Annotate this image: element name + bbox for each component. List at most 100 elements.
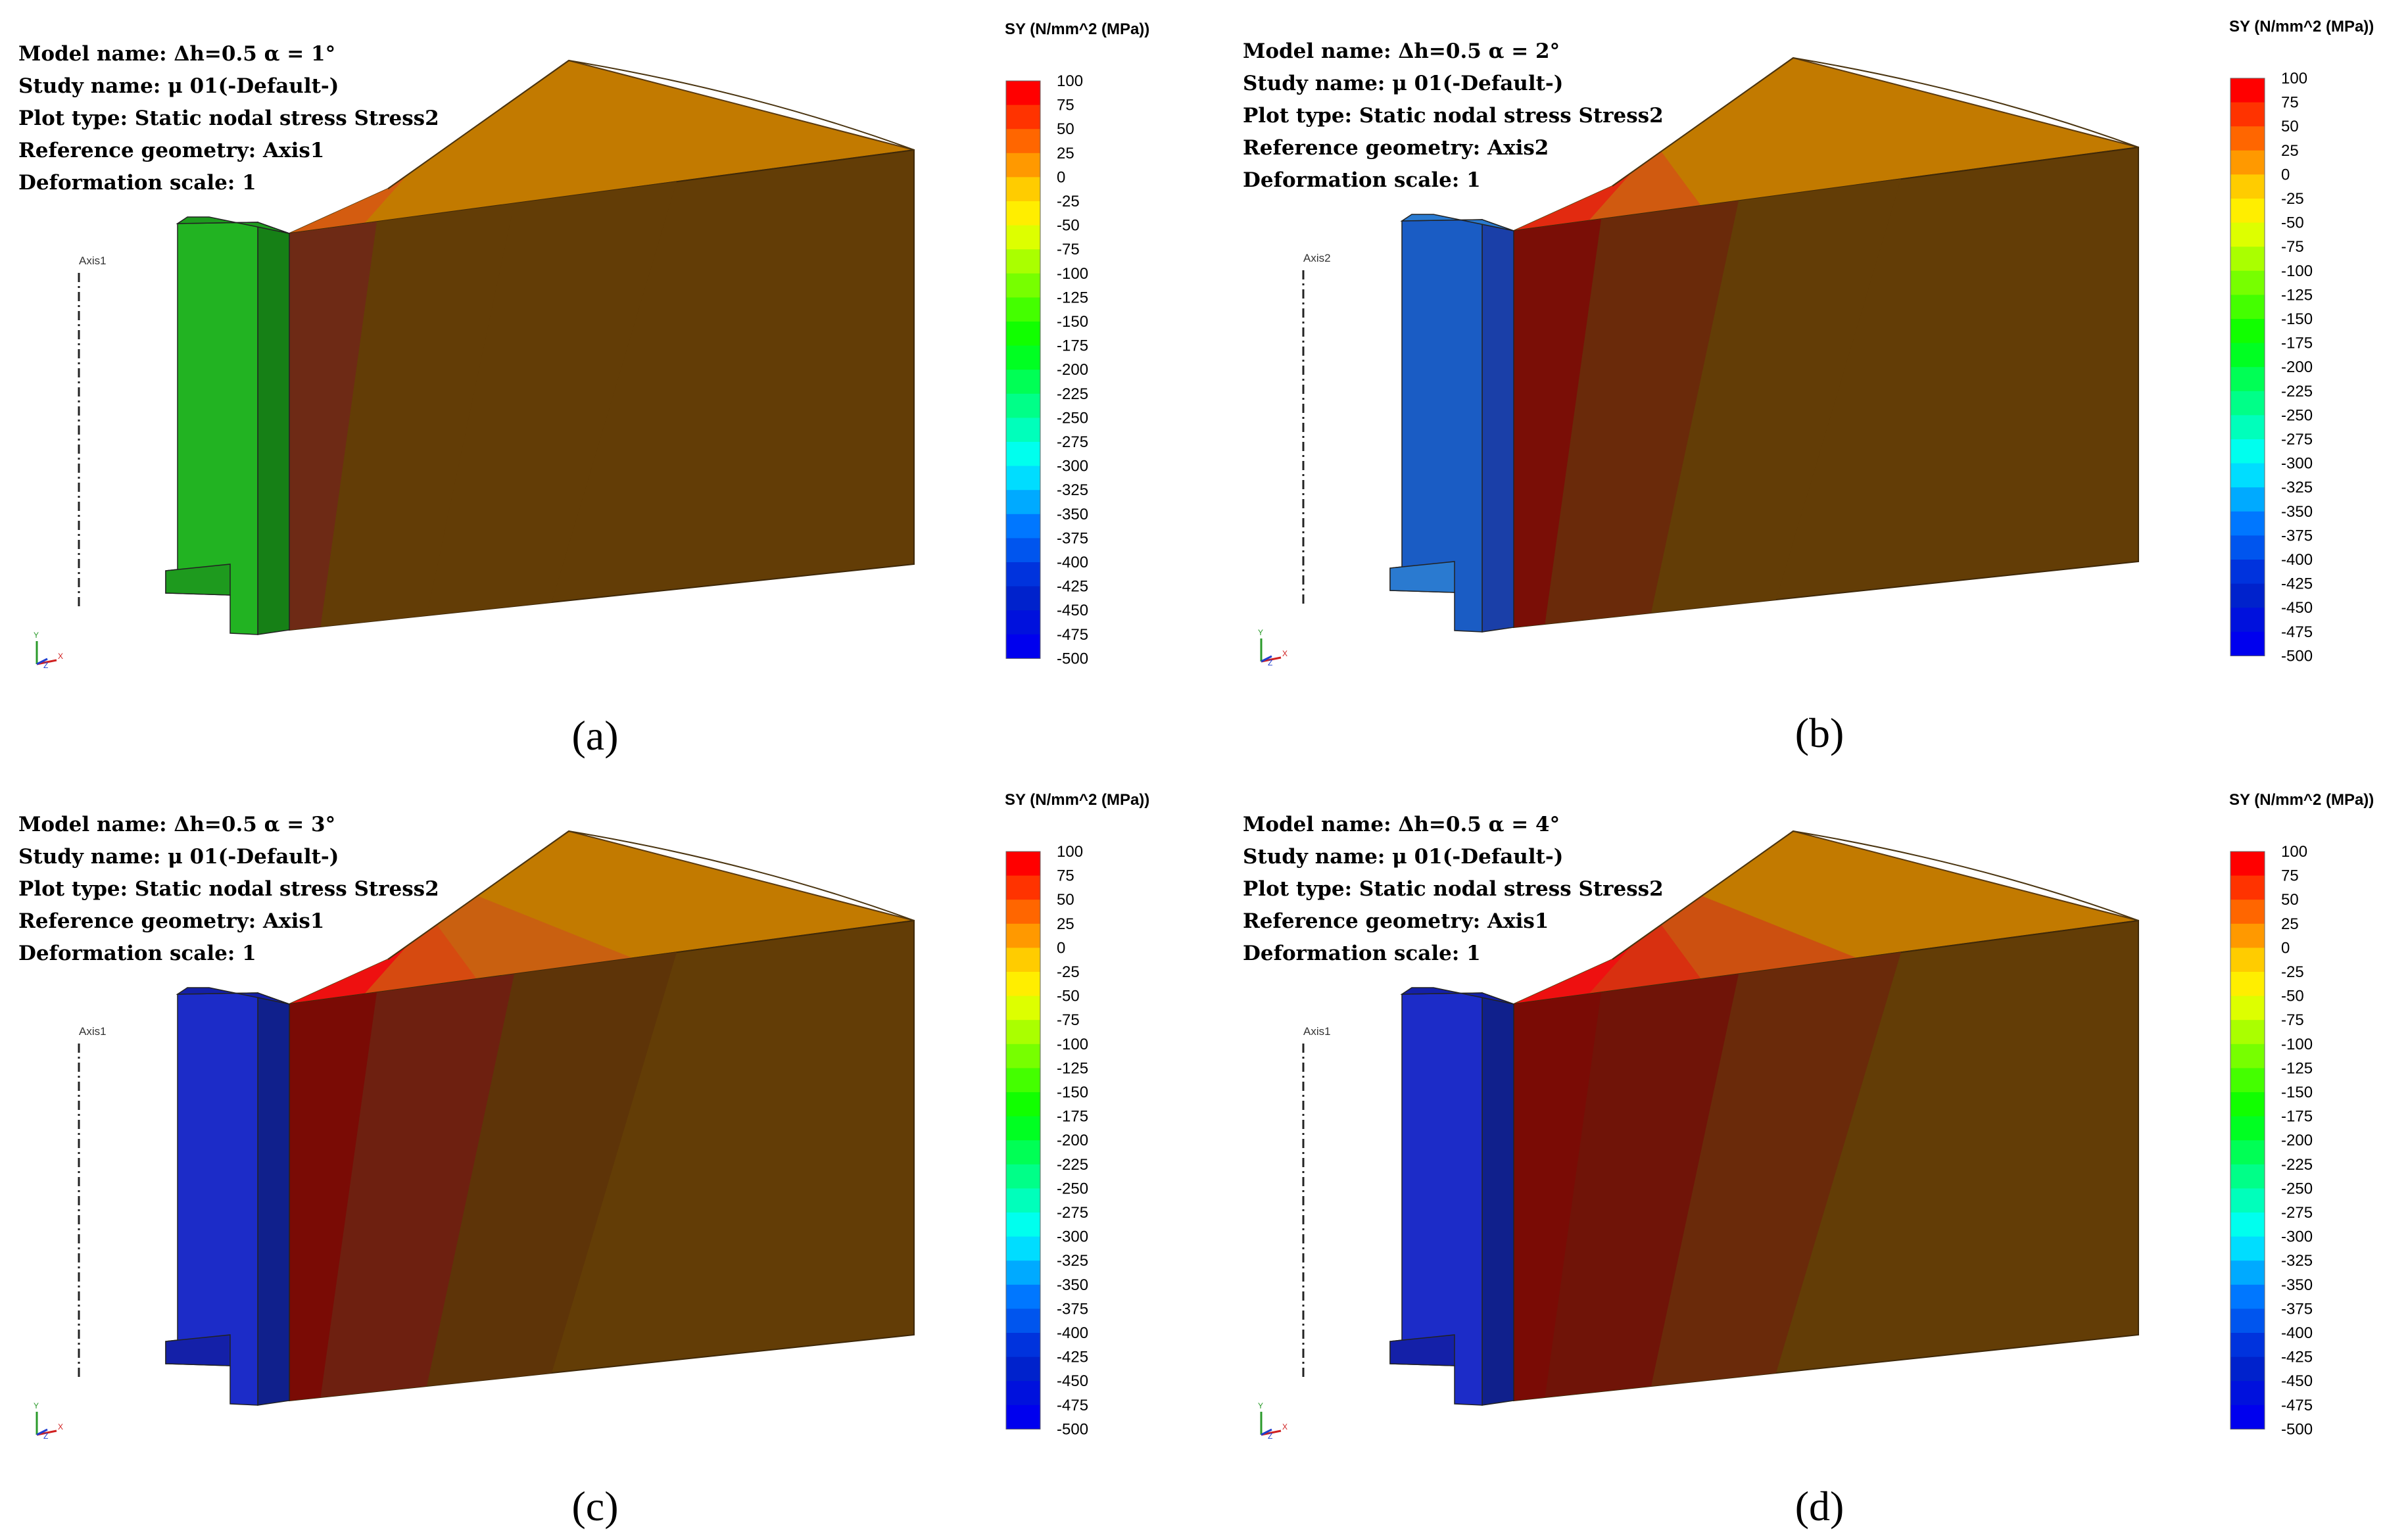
legend-tick-label: -275 — [1057, 1204, 1088, 1222]
legend-swatch — [1006, 923, 1040, 948]
legend-swatch — [1006, 201, 1040, 226]
ring-top-face — [176, 987, 290, 1005]
legend-tick-label: -350 — [1057, 506, 1088, 523]
reference-axis-label: Axis1 — [1303, 1025, 1331, 1038]
legend-swatch — [1006, 273, 1040, 298]
legend-tick-label: 75 — [1057, 97, 1074, 114]
legend-tick-label: -475 — [1057, 626, 1088, 644]
legend-tick-label: -325 — [1057, 1252, 1088, 1270]
legend-swatch — [2230, 852, 2265, 877]
legend-tick-label: -150 — [2281, 1084, 2313, 1101]
legend-tick-label: -275 — [2281, 1204, 2313, 1222]
legend-swatch — [1006, 81, 1040, 106]
reference-axis-label: Axis2 — [1303, 252, 1331, 264]
legend-tick-label: -400 — [1057, 1324, 1088, 1342]
legend-tick-label: 25 — [1057, 915, 1074, 933]
legend-tick-label: -100 — [1057, 265, 1088, 283]
legend-tick-label: -225 — [2281, 1156, 2313, 1174]
ring-side-face — [1481, 218, 1514, 633]
legend-tick-label: -100 — [2281, 262, 2313, 280]
legend-tick-label: -250 — [1057, 409, 1088, 427]
legend-swatch — [1006, 322, 1040, 347]
ring-top-face — [176, 216, 290, 234]
legend-tick-label: 50 — [2281, 891, 2299, 909]
legend-tick-label: -125 — [1057, 289, 1088, 306]
legend-tick-label: -350 — [2281, 1276, 2313, 1294]
legend-swatch — [2230, 439, 2265, 464]
legend-tick-label: -275 — [1057, 433, 1088, 451]
legend-swatch — [2230, 78, 2265, 103]
legend-tick-label: -50 — [1057, 988, 1080, 1005]
legend-tick-label: -450 — [1057, 1372, 1088, 1390]
legend-frame — [2230, 851, 2265, 1430]
color-legend: SY (N/mm^2 (MPa)) 100 75 50 25 0 -25 -50 -75 -100… — [1005, 791, 1149, 1438]
legend-tick-label: -375 — [1057, 1300, 1088, 1318]
legend-swatch — [2230, 1213, 2265, 1238]
wedge-edge — [387, 60, 569, 189]
legend-swatch — [1006, 1405, 1040, 1430]
legend-tick-label: 75 — [2281, 867, 2299, 885]
info-line: Plot type: Static nodal stress Stress2 — [1243, 877, 1664, 901]
legend-tick-label: -75 — [2281, 238, 2304, 256]
legend-swatch — [2230, 972, 2265, 997]
legend-swatch — [2230, 487, 2265, 512]
wedge-arc — [1793, 830, 2139, 921]
legend-tick-label: -300 — [1057, 458, 1088, 475]
legend-tick-label: -125 — [1057, 1059, 1088, 1077]
legend-tick-label: -425 — [2281, 1349, 2313, 1366]
legend-tick-label: 0 — [1057, 939, 1065, 957]
legend-tick-label: -125 — [2281, 286, 2313, 304]
info-line: Model name: Δh=0.5 α = 4° — [1243, 813, 1560, 836]
reference-axis-label: Axis1 — [79, 254, 107, 267]
legend-tick-label: -25 — [2281, 963, 2304, 981]
legend-swatch — [1006, 1236, 1040, 1261]
legend-tick-label: -100 — [1057, 1036, 1088, 1053]
coordinate-triad-icon: Y X Z — [1258, 628, 1288, 667]
legend-tick-label: -100 — [2281, 1036, 2313, 1053]
panel-caption: (b) — [1795, 709, 1844, 756]
legend-swatch — [1006, 1381, 1040, 1406]
triad-z-label: Z — [1268, 1431, 1272, 1441]
legend-tick-label: -200 — [1057, 361, 1088, 379]
legend-swatch — [1006, 442, 1040, 467]
legend-tick-label: -500 — [2281, 1420, 2313, 1438]
ring-side-face — [257, 221, 290, 635]
legend-swatch — [2230, 222, 2265, 247]
info-line: Deformation scale: 1 — [18, 942, 256, 965]
legend-swatch — [2230, 102, 2265, 127]
ring-lip — [165, 564, 231, 596]
panel-caption: (c) — [571, 1483, 618, 1529]
info-line: Plot type: Static nodal stress Stress2 — [18, 107, 439, 130]
legend-tick-label: 0 — [2281, 166, 2290, 183]
legend-swatch — [2230, 560, 2265, 585]
legend-tick-label: -200 — [2281, 1132, 2313, 1149]
triad-y-label: Y — [1258, 628, 1263, 637]
wedge-edge — [387, 830, 569, 960]
legend-title: SY (N/mm^2 (MPa)) — [1005, 791, 1149, 809]
legend-swatch — [1006, 297, 1040, 322]
reference-axis-label: Axis1 — [79, 1025, 107, 1038]
legend-tick-label: -500 — [1057, 1420, 1088, 1438]
legend-tick-label: -475 — [2281, 1397, 2313, 1414]
top-face-band — [289, 945, 408, 1004]
info-line: Deformation scale: 1 — [1243, 168, 1481, 192]
wedge-arc — [1793, 57, 2139, 148]
legend-tick-label: 75 — [1057, 867, 1074, 885]
legend-title: SY (N/mm^2 (MPa)) — [2229, 18, 2374, 36]
panel-2: Model name: Δh=0.5 α = 2° Study name: μ 0… — [1243, 18, 2374, 756]
legend-tick-label: -400 — [1057, 554, 1088, 571]
panel-1: Model name: Δh=0.5 α = 1° Study name: μ 0… — [18, 20, 1149, 759]
legend-tick-label: -175 — [2281, 335, 2313, 352]
wedge-arc — [568, 830, 915, 921]
legend-tick-label: -25 — [2281, 190, 2304, 208]
legend-swatch — [1006, 1188, 1040, 1213]
legend-swatch — [2230, 1284, 2265, 1309]
ring-side-face — [1481, 992, 1514, 1406]
legend-swatch — [1006, 370, 1040, 395]
legend-tick-label: -75 — [1057, 1011, 1080, 1029]
legend-tick-label: -500 — [2281, 647, 2313, 665]
color-legend: SY (N/mm^2 (MPa)) 100 75 50 25 0 -25 -50 -75 -100… — [1005, 20, 1149, 667]
legend-swatch — [1006, 1068, 1040, 1093]
legend-swatch — [2230, 875, 2265, 900]
info-line: Reference geometry: Axis1 — [1243, 909, 1549, 933]
